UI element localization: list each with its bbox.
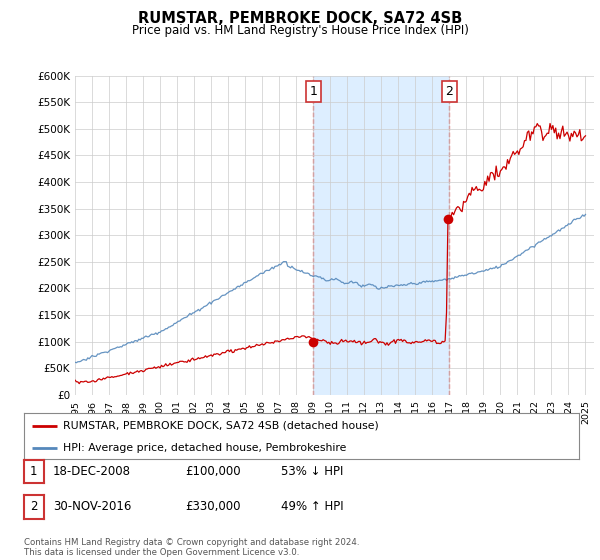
Text: RUMSTAR, PEMBROKE DOCK, SA72 4SB: RUMSTAR, PEMBROKE DOCK, SA72 4SB	[138, 11, 462, 26]
Bar	[313, 76, 449, 395]
Text: 1: 1	[30, 465, 38, 478]
Text: 2: 2	[445, 85, 453, 98]
Text: £330,000: £330,000	[185, 500, 240, 514]
Text: 18-DEC-2008: 18-DEC-2008	[53, 465, 131, 478]
Text: RUMSTAR, PEMBROKE DOCK, SA72 4SB (detached house): RUMSTAR, PEMBROKE DOCK, SA72 4SB (detach…	[63, 421, 379, 431]
Text: 49% ↑ HPI: 49% ↑ HPI	[281, 500, 343, 514]
Text: HPI: Average price, detached house, Pembrokeshire: HPI: Average price, detached house, Pemb…	[63, 443, 346, 452]
Text: 53% ↓ HPI: 53% ↓ HPI	[281, 465, 343, 478]
Text: Price paid vs. HM Land Registry's House Price Index (HPI): Price paid vs. HM Land Registry's House …	[131, 24, 469, 37]
Text: Contains HM Land Registry data © Crown copyright and database right 2024.
This d: Contains HM Land Registry data © Crown c…	[24, 538, 359, 557]
Text: 30-NOV-2016: 30-NOV-2016	[53, 500, 131, 514]
Text: 2: 2	[30, 500, 38, 514]
Text: 1: 1	[309, 85, 317, 98]
Text: £100,000: £100,000	[185, 465, 241, 478]
